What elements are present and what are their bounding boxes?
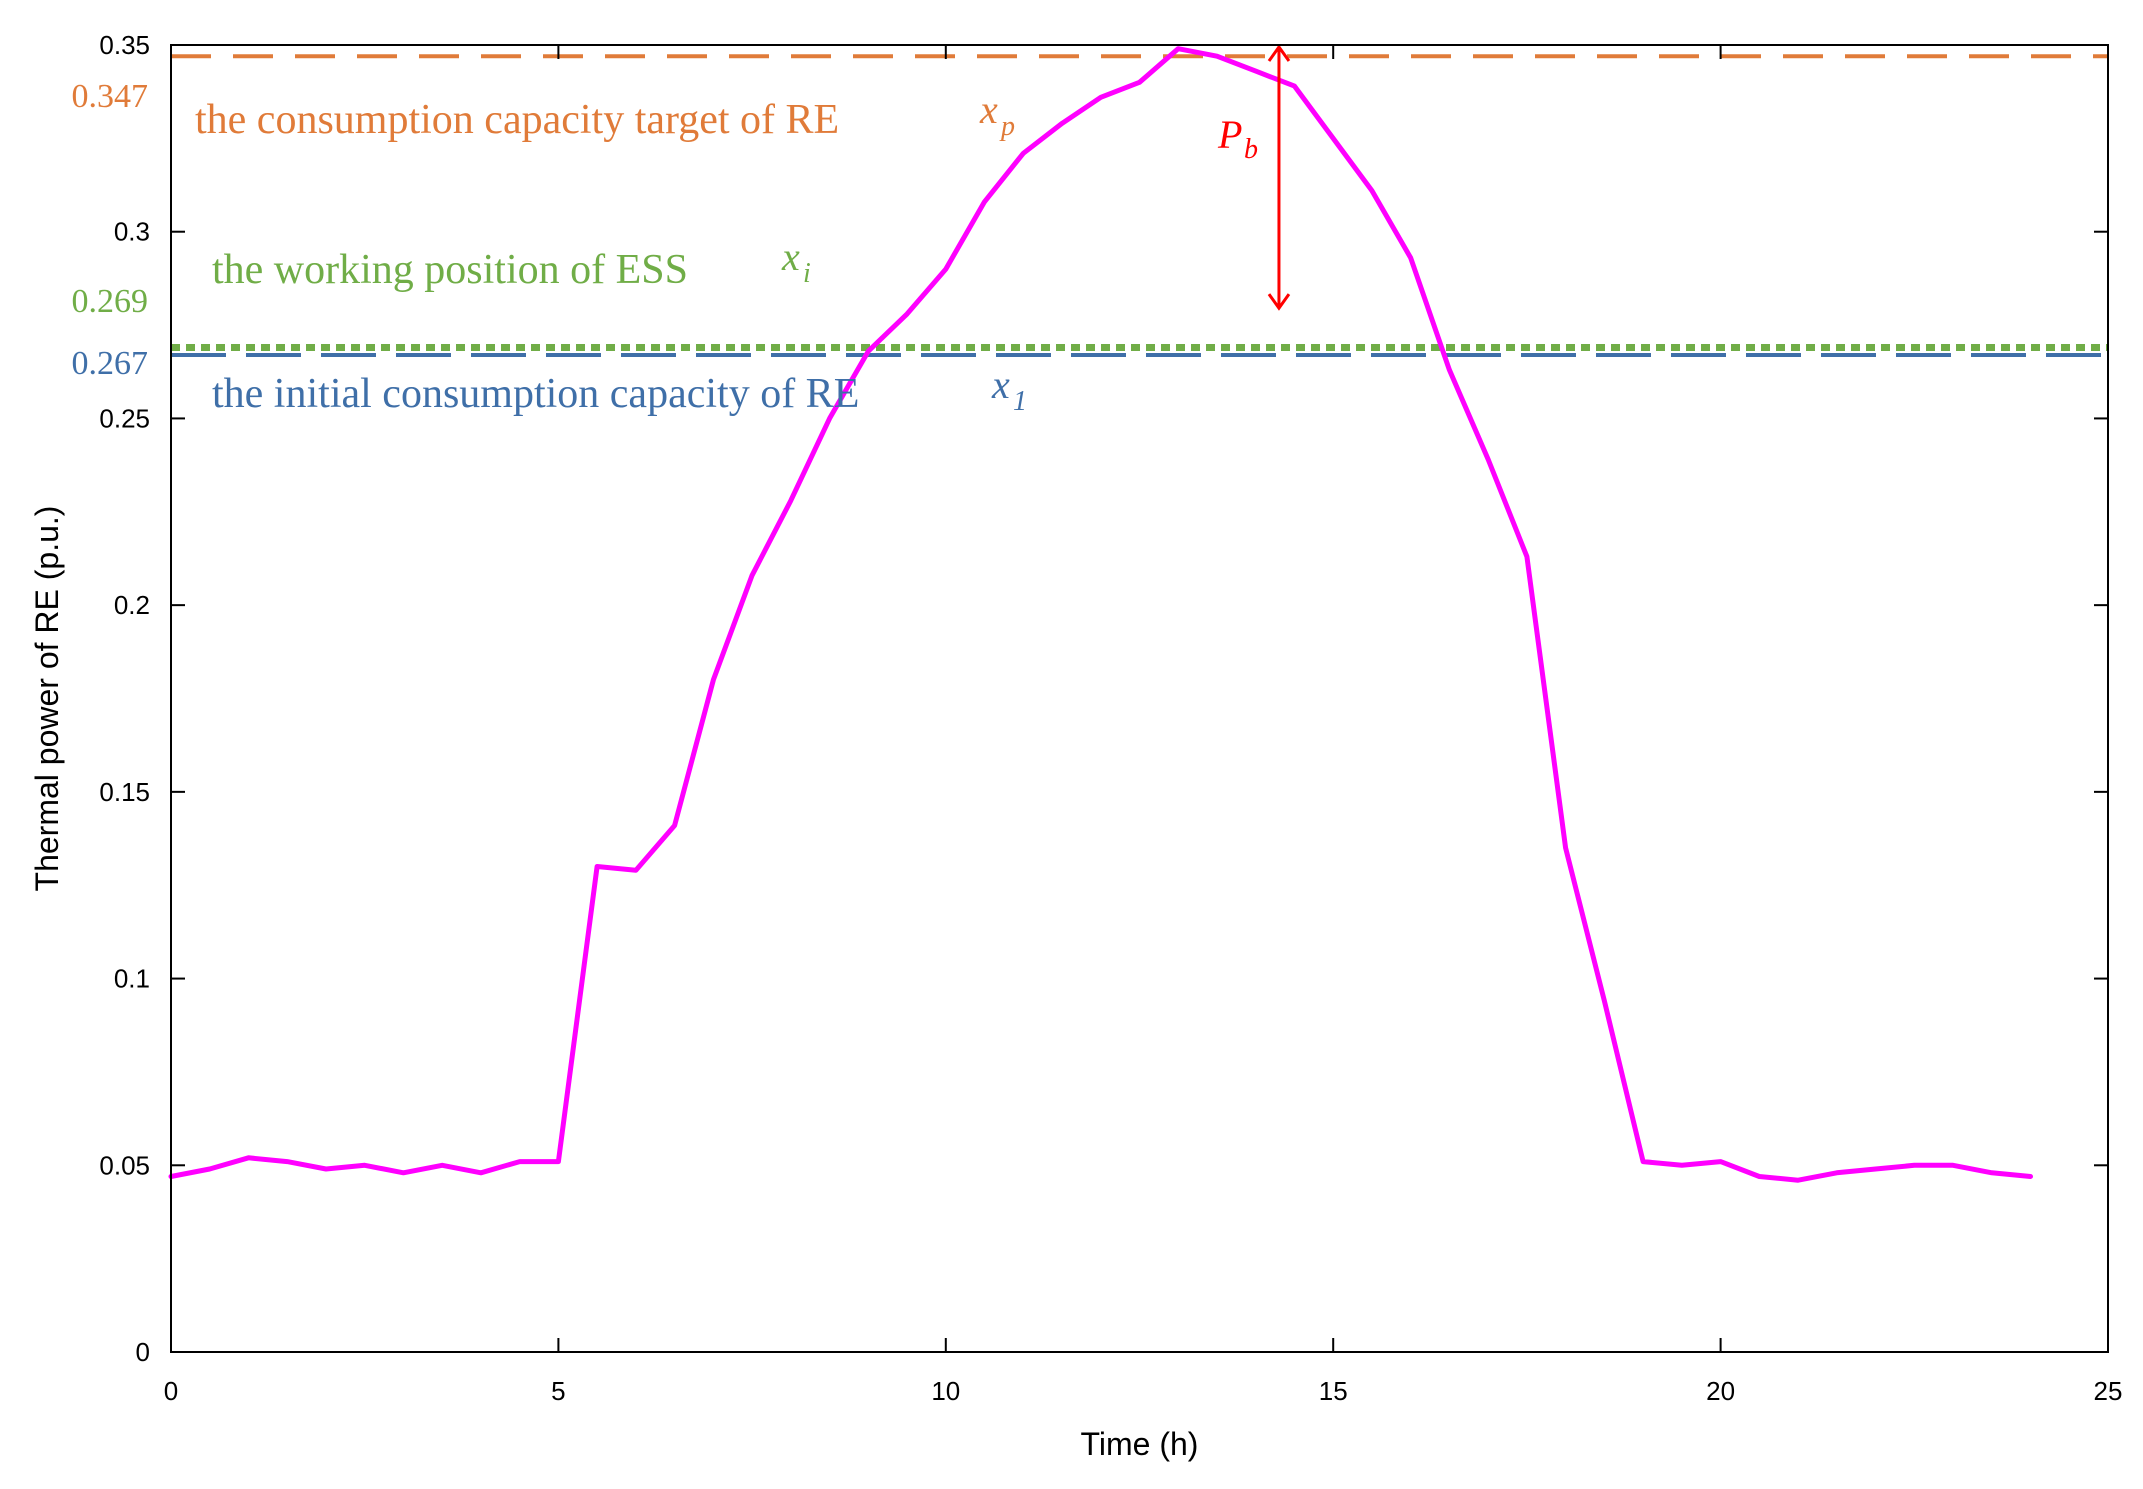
reference-lines (171, 54, 2108, 357)
y-tick-label: 0.05 (99, 1150, 150, 1180)
series-line (168, 46, 2033, 1183)
x-tick-label: 10 (931, 1376, 960, 1406)
reference-value-label: 0.267 (72, 345, 149, 382)
y-tick-label: 0.25 (99, 403, 150, 433)
reference-symbol-subscript: p (999, 111, 1015, 142)
reference-value-label: 0.347 (72, 78, 149, 115)
y-tick-label: 0.15 (99, 777, 150, 807)
gap-arrow (1267, 44, 1291, 311)
x-tick-label: 5 (551, 1376, 565, 1406)
arrow-symbol: P (1217, 112, 1242, 157)
reference-symbol: x (781, 234, 800, 279)
x-axis-title: Time (h) (1081, 1426, 1199, 1462)
x-tick-label: 25 (2094, 1376, 2123, 1406)
x-tick-label: 15 (1319, 1376, 1348, 1406)
y-tick-label: 0.3 (114, 217, 150, 247)
y-tick-label: 0.1 (114, 964, 150, 994)
reference-symbol-subscript: 1 (1013, 386, 1027, 417)
arrow-head-top (1267, 44, 1291, 62)
reference-value-label: 0.269 (72, 283, 149, 320)
arrow-symbol-subscript: b (1244, 134, 1258, 165)
x-tick-label: 0 (164, 1376, 178, 1406)
annotations: 0.347 the consumption capacity target of … (72, 78, 1259, 417)
y-axis-title: Thermal power of RE (p.u.) (29, 506, 65, 892)
series-layer (168, 46, 2033, 1183)
plot-frame (170, 44, 2109, 1353)
reference-symbol: x (991, 362, 1010, 407)
reference-line-label: the consumption capacity target of RE (195, 97, 839, 143)
y-tick-label: 0 (136, 1337, 150, 1367)
reference-symbol: x (979, 87, 998, 132)
y-tick-label: 0.2 (114, 590, 150, 620)
reference-line-label: the initial consumption capacity of RE (212, 371, 859, 417)
y-tick-label: 0.35 (99, 30, 150, 60)
reference-line-label: the working position of ESS (212, 247, 688, 293)
arrow-head-bottom (1267, 293, 1291, 311)
x-tick-label: 20 (1706, 1376, 1735, 1406)
axes: 0 5 10 15 20 25 0 0.05 0.1 0.15 0.2 0.25 0.3 0.35 (99, 30, 2122, 1406)
reference-symbol-subscript: i (803, 258, 811, 289)
